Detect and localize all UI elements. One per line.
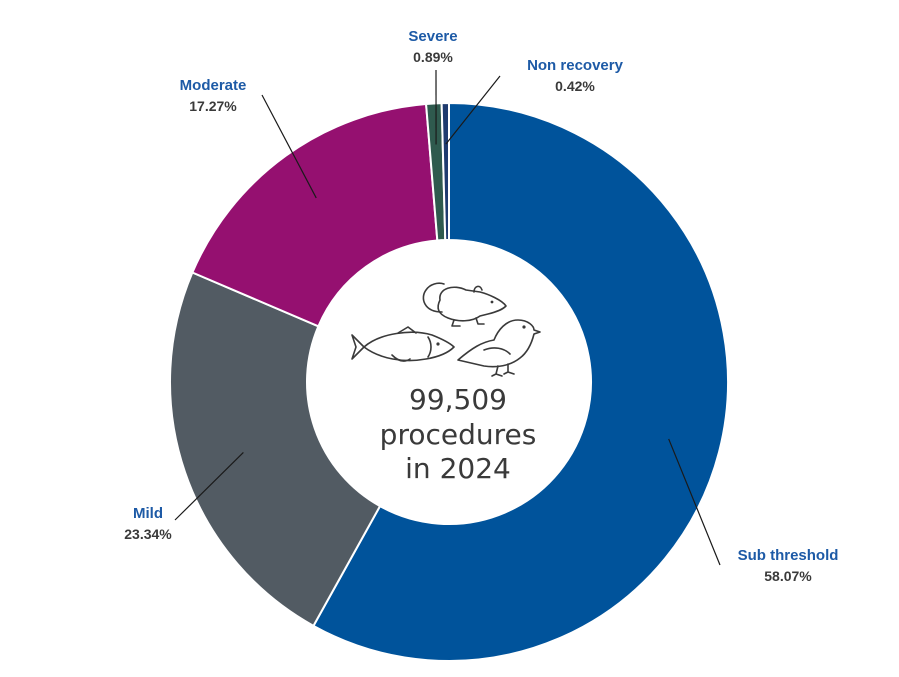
- fish-icon: [351, 326, 455, 362]
- bird-icon: [457, 319, 541, 377]
- center-line-1: 99,509: [409, 383, 507, 416]
- center-label: 99,509 procedures in 2024: [380, 383, 537, 485]
- leader-line: [174, 452, 244, 521]
- center-icons: [351, 282, 541, 377]
- mouse-icon: [422, 282, 507, 327]
- slice-label-value: 58.07%: [764, 568, 812, 584]
- slice-labels: Sub threshold 58.07% Mild 23.34% Moderate 17.…: [124, 28, 838, 584]
- slice-label-name: Sub threshold: [738, 547, 839, 564]
- slice-label-name: Severe: [408, 28, 457, 45]
- leader-line: [445, 75, 501, 145]
- leader-line: [668, 438, 721, 566]
- center-line-2: procedures: [380, 418, 537, 451]
- slice-label-value: 0.42%: [555, 78, 595, 94]
- slice-label-name: Mild: [133, 505, 163, 522]
- leader-line: [261, 94, 317, 199]
- leader-lines: [174, 69, 721, 566]
- center-line-3: in 2024: [405, 452, 511, 485]
- slice-label-name: Non recovery: [527, 57, 624, 74]
- slice-label-value: 23.34%: [124, 526, 172, 542]
- slice-label-value: 17.27%: [189, 98, 237, 114]
- slice-label-name: Moderate: [180, 77, 247, 94]
- slices: [169, 101, 729, 662]
- donut-hole: [307, 240, 591, 524]
- slice-label-value: 0.89%: [413, 49, 453, 65]
